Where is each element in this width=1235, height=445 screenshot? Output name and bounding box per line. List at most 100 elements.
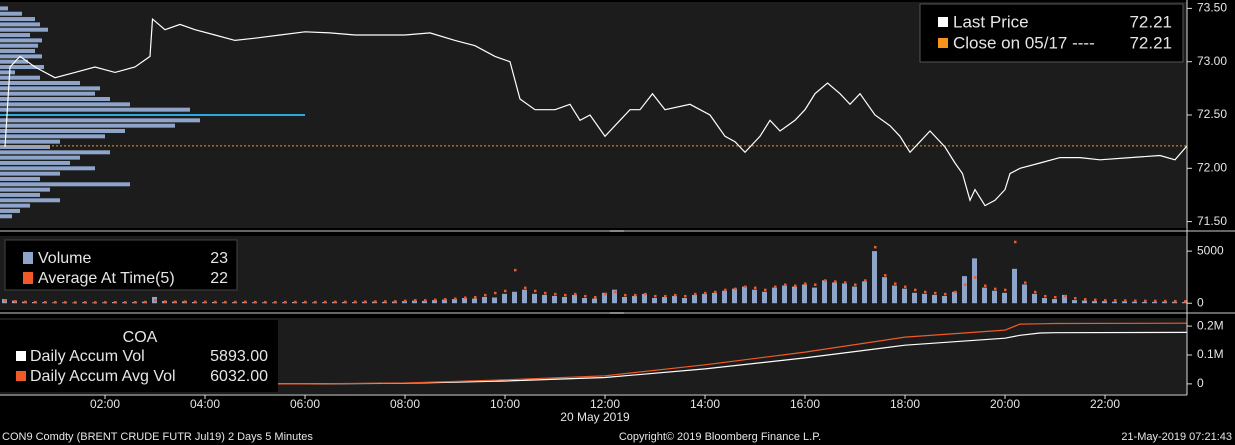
avg-point [894, 282, 897, 285]
profile-bar [0, 17, 35, 22]
avg-point [1054, 295, 1057, 299]
avg-point [1004, 288, 1007, 292]
legend-swatch [16, 351, 26, 361]
profile-bar [0, 54, 42, 59]
line [5, 322, 1188, 385]
avg-point [564, 293, 567, 297]
legend-swatch [23, 252, 33, 264]
avg-point [164, 300, 167, 303]
avg-point [1094, 298, 1097, 302]
accum-legend: COA Daily Accum Vol 5893.00 Daily Accum … [0, 320, 278, 392]
avg-point [64, 301, 67, 304]
profile-bar [0, 11, 22, 16]
volume-bar [572, 294, 577, 304]
legend-box [919, 3, 1184, 63]
volume-bar [402, 301, 407, 304]
volume-bar [1112, 301, 1117, 304]
volume-bar [412, 300, 417, 304]
avg-point [34, 300, 37, 304]
y-tick-label: 72.00 [1197, 160, 1227, 174]
volume-bar [832, 282, 837, 304]
profile-bar [0, 198, 60, 203]
legend-swatch [16, 371, 26, 381]
volume-bar [532, 293, 537, 304]
avg-point [104, 301, 107, 304]
avg-point [74, 301, 77, 304]
volume-bar [732, 288, 737, 304]
avg-point [334, 300, 337, 304]
volume-bar [782, 285, 787, 304]
avg-point [624, 293, 627, 297]
avg-point [994, 287, 997, 291]
legend-value: 22 [210, 270, 228, 287]
avg-point [944, 292, 947, 296]
avg-point [724, 288, 727, 292]
avg-point [584, 294, 587, 298]
price-legend: Last Price 72.21 Close on 05/17 ---- 72.… [919, 3, 1184, 63]
x-tick-label: 14:00 [690, 397, 720, 411]
avg-point [1084, 298, 1087, 301]
avg-point [874, 245, 877, 249]
avg-point [1164, 299, 1167, 303]
volume-legend: Volume 23 Average At Time(5) 22 [4, 239, 238, 291]
legend-label: Last Price [953, 12, 1029, 31]
volume-bar [642, 293, 647, 304]
avg-point [954, 290, 957, 294]
y-tick-label: 5000 [1197, 243, 1224, 257]
volume-bar [422, 300, 427, 304]
avg-point [264, 300, 267, 304]
x-tick-label: 18:00 [890, 397, 920, 411]
avg-point [1184, 300, 1187, 303]
profile-bar [0, 134, 105, 139]
volume-bar [632, 295, 637, 304]
avg-point [614, 290, 617, 294]
volume-bar [672, 295, 677, 304]
profile-bar [0, 192, 40, 197]
volume-bar [932, 294, 937, 304]
volume-bar [1062, 294, 1067, 304]
avg-point [514, 268, 517, 272]
volume-bar [522, 289, 527, 304]
avg-point [814, 283, 817, 286]
volume-bar [612, 289, 617, 304]
volume-bar [1032, 293, 1037, 304]
footer-right: 21-May-2019 07:21:43 [1121, 431, 1232, 443]
avg-point [884, 274, 887, 277]
profile-bar [0, 160, 70, 165]
profile-bar [0, 33, 30, 38]
avg-point [494, 291, 497, 295]
avg-point [204, 300, 207, 304]
legend-value: 23 [210, 250, 228, 267]
volume-bar [942, 295, 947, 304]
avg-point [744, 285, 747, 289]
volume-bar [592, 298, 597, 304]
volume-bar [1092, 301, 1097, 304]
avg-point [454, 297, 457, 301]
profile-bar [0, 176, 40, 181]
avg-point [1074, 297, 1077, 300]
volume-bar [602, 292, 607, 304]
avg-point [694, 292, 697, 296]
avg-point [804, 282, 807, 285]
avg-point [134, 300, 137, 304]
x-tick-label: 02:00 [90, 397, 120, 411]
volume-bar [552, 295, 557, 304]
avg-point [1034, 290, 1037, 294]
avg-point [1044, 294, 1047, 298]
x-tick-label: 12:00 [590, 397, 620, 411]
legend-label: Close on 05/17 ---- [953, 33, 1095, 52]
avg-point [504, 289, 507, 293]
avg-point [754, 286, 757, 290]
avg-point [574, 292, 577, 296]
profile-bar [0, 150, 110, 155]
avg-point [484, 293, 487, 297]
avg-point [974, 276, 977, 279]
avg-point [914, 288, 917, 292]
avg-point [1174, 299, 1177, 303]
volume-bar [1052, 299, 1057, 304]
avg-point [154, 299, 157, 302]
avg-point [524, 286, 527, 290]
volume-bar [812, 287, 817, 304]
line [4, 17, 1188, 207]
volume-bar [962, 276, 967, 304]
